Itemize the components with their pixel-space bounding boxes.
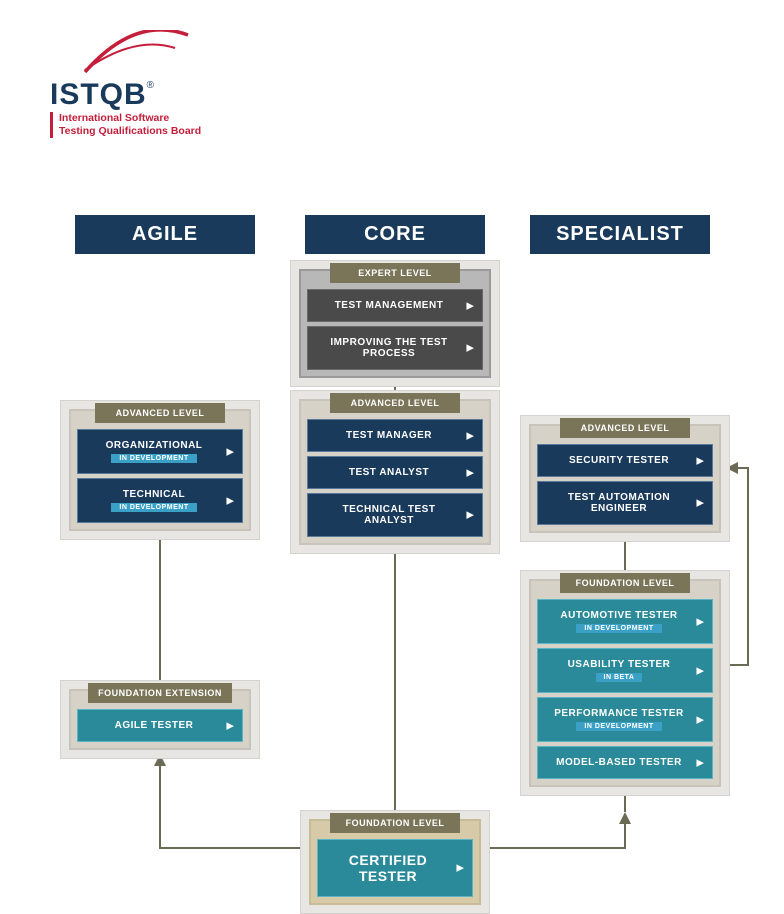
cert-label: TEST AUTOMATION ENGINEER (568, 492, 670, 514)
chevron-right-icon: ▶ (697, 616, 704, 627)
cert-core_adv-2[interactable]: TECHNICAL TEST ANALYST ▶ (307, 493, 483, 537)
cert-label: TEST MANAGER (346, 430, 432, 441)
panel-inner: FOUNDATION LEVELCERTIFIED TESTER▶ (309, 819, 481, 905)
cert-foundation-0[interactable]: CERTIFIED TESTER ▶ (317, 839, 473, 897)
chevron-right-icon: ▶ (457, 863, 464, 874)
level-header: ADVANCED LEVEL (95, 403, 225, 423)
panel-inner: ADVANCED LEVELSECURITY TESTER▶TEST AUTOM… (529, 424, 721, 533)
cert-label: AGILE TESTER (115, 720, 194, 731)
panel-spec_adv: ADVANCED LEVELSECURITY TESTER▶TEST AUTOM… (520, 415, 730, 542)
cert-label: SECURITY TESTER (569, 455, 669, 466)
cert-agile_adv-0[interactable]: ORGANIZATIONAL IN DEVELOPMENT ▶ (77, 429, 243, 474)
panel-inner: ADVANCED LEVELTEST MANAGER▶TEST ANALYST▶… (299, 399, 491, 545)
logo-text: ISTQB (50, 78, 147, 111)
level-header: FOUNDATION LEVEL (330, 813, 460, 833)
chevron-right-icon: ▶ (467, 343, 474, 354)
status-badge: IN DEVELOPMENT (576, 722, 661, 731)
cert-expert-1[interactable]: IMPROVING THE TEST PROCESS ▶ (307, 326, 483, 370)
status-badge: IN BETA (596, 673, 643, 682)
chevron-right-icon: ▶ (467, 467, 474, 478)
cert-label: TECHNICAL (123, 489, 185, 500)
panel-inner: FOUNDATION EXTENSIONAGILE TESTER▶ (69, 689, 251, 750)
cert-spec_found-2[interactable]: PERFORMANCE TESTER IN DEVELOPMENT ▶ (537, 697, 713, 742)
chevron-right-icon: ▶ (697, 455, 704, 466)
chevron-right-icon: ▶ (697, 498, 704, 509)
cert-agile_ext-0[interactable]: AGILE TESTER ▶ (77, 709, 243, 742)
cert-label: AUTOMOTIVE TESTER (560, 610, 677, 621)
chevron-right-icon: ▶ (467, 300, 474, 311)
chevron-right-icon: ▶ (697, 714, 704, 725)
chevron-right-icon: ▶ (227, 495, 234, 506)
registered-icon: ® (147, 80, 154, 91)
chevron-right-icon: ▶ (227, 720, 234, 731)
cert-label: MODEL-BASED TESTER (556, 757, 682, 768)
chevron-right-icon: ▶ (697, 665, 704, 676)
panel-expert: EXPERT LEVELTEST MANAGEMENT▶IMPROVING TH… (290, 260, 500, 387)
column-header-core: CORE (305, 215, 485, 254)
chevron-right-icon: ▶ (697, 757, 704, 768)
level-header: FOUNDATION LEVEL (560, 573, 690, 593)
cert-label: CERTIFIED TESTER (349, 852, 427, 884)
panel-agile_adv: ADVANCED LEVEL ORGANIZATIONAL IN DEVELOPME… (60, 400, 260, 540)
panel-spec_found: FOUNDATION LEVEL AUTOMOTIVE TESTER IN DEVE… (520, 570, 730, 796)
logo-swoosh-icon (80, 30, 190, 75)
cert-spec_found-1[interactable]: USABILITY TESTER IN BETA ▶ (537, 648, 713, 693)
cert-spec_adv-1[interactable]: TEST AUTOMATION ENGINEER ▶ (537, 481, 713, 525)
level-header: ADVANCED LEVEL (330, 393, 460, 413)
istqb-logo: ISTQB® International Software Testing Qu… (50, 30, 250, 138)
level-header: ADVANCED LEVEL (560, 418, 690, 438)
cert-expert-0[interactable]: TEST MANAGEMENT ▶ (307, 289, 483, 322)
cert-label: ORGANIZATIONAL (106, 440, 203, 451)
cert-core_adv-0[interactable]: TEST MANAGER ▶ (307, 419, 483, 452)
cert-spec_found-0[interactable]: AUTOMOTIVE TESTER IN DEVELOPMENT ▶ (537, 599, 713, 644)
panel-core_adv: ADVANCED LEVEL TEST MANAGER ▶ TEST ANALYST ▶… (290, 390, 500, 554)
panel-inner: ADVANCED LEVELORGANIZATIONALIN DEVELOPME… (69, 409, 251, 531)
cert-label: TEST MANAGEMENT (335, 300, 444, 311)
column-header-agile: AGILE (75, 215, 255, 254)
chevron-right-icon: ▶ (467, 430, 474, 441)
logo-subtitle: International Software Testing Qualifica… (50, 112, 250, 138)
cert-label: PERFORMANCE TESTER (554, 708, 684, 719)
status-badge: IN DEVELOPMENT (576, 624, 661, 633)
column-header-specialist: SPECIALIST (530, 215, 710, 254)
panel-agile_ext: FOUNDATION EXTENSION AGILE TESTER ▶ (60, 680, 260, 759)
status-badge: IN DEVELOPMENT (111, 454, 196, 463)
chevron-right-icon: ▶ (227, 446, 234, 457)
level-header: FOUNDATION EXTENSION (88, 683, 232, 703)
cert-agile_adv-1[interactable]: TECHNICAL IN DEVELOPMENT ▶ (77, 478, 243, 523)
panel-foundation: FOUNDATION LEVEL CERTIFIED TESTER ▶ (300, 810, 490, 914)
cert-spec_found-3[interactable]: MODEL-BASED TESTER ▶ (537, 746, 713, 779)
status-badge: IN DEVELOPMENT (111, 503, 196, 512)
cert-label: TEST ANALYST (349, 467, 429, 478)
cert-label: USABILITY TESTER (568, 659, 671, 670)
cert-label: TECHNICAL TEST ANALYST (343, 504, 436, 526)
panel-inner: EXPERT LEVELTEST MANAGEMENT▶IMPROVING TH… (299, 269, 491, 378)
cert-core_adv-1[interactable]: TEST ANALYST ▶ (307, 456, 483, 489)
panel-inner: FOUNDATION LEVELAUTOMOTIVE TESTERIN DEVE… (529, 579, 721, 787)
level-header: EXPERT LEVEL (330, 263, 460, 283)
cert-spec_adv-0[interactable]: SECURITY TESTER ▶ (537, 444, 713, 477)
cert-label: IMPROVING THE TEST PROCESS (330, 337, 447, 359)
chevron-right-icon: ▶ (467, 510, 474, 521)
